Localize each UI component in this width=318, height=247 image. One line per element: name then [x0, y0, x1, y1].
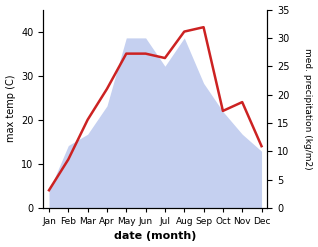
Y-axis label: max temp (C): max temp (C) [5, 75, 16, 143]
X-axis label: date (month): date (month) [114, 231, 197, 242]
Y-axis label: med. precipitation (kg/m2): med. precipitation (kg/m2) [303, 48, 313, 169]
